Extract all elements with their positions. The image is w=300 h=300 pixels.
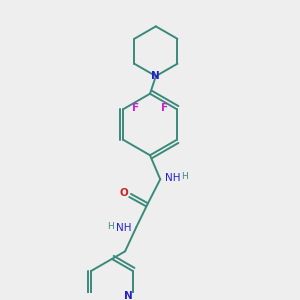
Text: NH: NH — [165, 172, 180, 182]
Text: H: H — [181, 172, 188, 182]
Text: NH: NH — [116, 223, 131, 233]
Text: H: H — [107, 222, 114, 231]
Text: F: F — [132, 103, 139, 112]
Text: O: O — [120, 188, 128, 198]
Text: N: N — [152, 70, 160, 81]
Text: N: N — [124, 291, 132, 300]
Text: F: F — [161, 103, 168, 112]
